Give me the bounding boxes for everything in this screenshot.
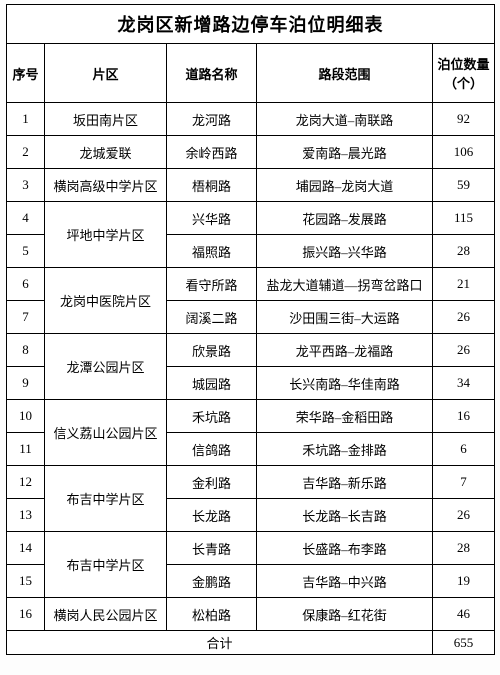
cell-seq: 2 — [7, 136, 45, 169]
cell-seq: 3 — [7, 169, 45, 202]
cell-count: 26 — [433, 499, 495, 532]
col-road: 道路名称 — [167, 44, 257, 103]
cell-count: 28 — [433, 532, 495, 565]
cell-seq: 6 — [7, 268, 45, 301]
cell-count: 7 — [433, 466, 495, 499]
cell-road: 长龙路 — [167, 499, 257, 532]
cell-count: 34 — [433, 367, 495, 400]
cell-range: 埔园路–龙岗大道 — [257, 169, 433, 202]
cell-area: 坪地中学片区 — [45, 202, 167, 268]
table-row: 16横岗人民公园片区松柏路保康路–红花街46 — [7, 598, 495, 631]
cell-range: 长兴南路–华佳南路 — [257, 367, 433, 400]
cell-range: 龙平西路–龙福路 — [257, 334, 433, 367]
cell-count: 92 — [433, 103, 495, 136]
table-row: 6龙岗中医院片区看守所路盐龙大道辅道—拐弯岔路口21 — [7, 268, 495, 301]
cell-seq: 9 — [7, 367, 45, 400]
cell-range: 龙岗大道–南联路 — [257, 103, 433, 136]
cell-area: 龙潭公园片区 — [45, 334, 167, 400]
cell-count: 6 — [433, 433, 495, 466]
cell-seq: 12 — [7, 466, 45, 499]
cell-seq: 10 — [7, 400, 45, 433]
cell-count: 16 — [433, 400, 495, 433]
cell-road: 禾坑路 — [167, 400, 257, 433]
cell-road: 看守所路 — [167, 268, 257, 301]
cell-seq: 4 — [7, 202, 45, 235]
col-seq: 序号 — [7, 44, 45, 103]
table-row: 10信义荔山公园片区禾坑路荣华路–金稻田路16 — [7, 400, 495, 433]
cell-range: 爱南路–晨光路 — [257, 136, 433, 169]
total-label: 合计 — [7, 631, 433, 655]
table-title: 龙岗区新增路边停车泊位明细表 — [7, 5, 495, 44]
cell-area: 横岗人民公园片区 — [45, 598, 167, 631]
total-row: 合计 655 — [7, 631, 495, 655]
cell-range: 吉华路–中兴路 — [257, 565, 433, 598]
col-area: 片区 — [45, 44, 167, 103]
table-row: 2龙城爱联余岭西路爱南路–晨光路106 — [7, 136, 495, 169]
table-row: 8龙潭公园片区欣景路龙平西路–龙福路26 — [7, 334, 495, 367]
cell-road: 松柏路 — [167, 598, 257, 631]
cell-count: 21 — [433, 268, 495, 301]
parking-table-sheet: 龙岗区新增路边停车泊位明细表 序号 片区 道路名称 路段范围 泊位数量（个） 1… — [0, 0, 500, 659]
cell-road: 信鸽路 — [167, 433, 257, 466]
cell-count: 46 — [433, 598, 495, 631]
cell-road: 梧桐路 — [167, 169, 257, 202]
table-row: 3横岗高级中学片区梧桐路埔园路–龙岗大道59 — [7, 169, 495, 202]
cell-count: 26 — [433, 301, 495, 334]
table-row: 12布吉中学片区金利路吉华路–新乐路7 — [7, 466, 495, 499]
cell-seq: 15 — [7, 565, 45, 598]
cell-seq: 7 — [7, 301, 45, 334]
cell-seq: 1 — [7, 103, 45, 136]
cell-range: 长盛路–布李路 — [257, 532, 433, 565]
cell-range: 荣华路–金稻田路 — [257, 400, 433, 433]
cell-area: 布吉中学片区 — [45, 466, 167, 532]
table-body: 1坂田南片区龙河路龙岗大道–南联路922龙城爱联余岭西路爱南路–晨光路1063横… — [7, 103, 495, 631]
cell-area: 龙岗中医院片区 — [45, 268, 167, 334]
title-row: 龙岗区新增路边停车泊位明细表 — [7, 5, 495, 44]
cell-count: 26 — [433, 334, 495, 367]
cell-count: 59 — [433, 169, 495, 202]
cell-road: 福照路 — [167, 235, 257, 268]
cell-seq: 11 — [7, 433, 45, 466]
cell-range: 沙田围三街–大运路 — [257, 301, 433, 334]
cell-seq: 16 — [7, 598, 45, 631]
cell-road: 金鹏路 — [167, 565, 257, 598]
cell-range: 吉华路–新乐路 — [257, 466, 433, 499]
cell-seq: 13 — [7, 499, 45, 532]
cell-count: 115 — [433, 202, 495, 235]
col-count: 泊位数量（个） — [433, 44, 495, 103]
cell-range: 保康路–红花街 — [257, 598, 433, 631]
total-value: 655 — [433, 631, 495, 655]
cell-road: 余岭西路 — [167, 136, 257, 169]
table-row: 4坪地中学片区兴华路花园路–发展路115 — [7, 202, 495, 235]
cell-road: 金利路 — [167, 466, 257, 499]
cell-road: 龙河路 — [167, 103, 257, 136]
cell-range: 花园路–发展路 — [257, 202, 433, 235]
cell-road: 城园路 — [167, 367, 257, 400]
cell-range: 振兴路–兴华路 — [257, 235, 433, 268]
cell-area: 布吉中学片区 — [45, 532, 167, 598]
table-row: 1坂田南片区龙河路龙岗大道–南联路92 — [7, 103, 495, 136]
cell-count: 106 — [433, 136, 495, 169]
cell-range: 盐龙大道辅道—拐弯岔路口 — [257, 268, 433, 301]
cell-area: 横岗高级中学片区 — [45, 169, 167, 202]
header-row: 序号 片区 道路名称 路段范围 泊位数量（个） — [7, 44, 495, 103]
cell-seq: 8 — [7, 334, 45, 367]
cell-road: 阔溪二路 — [167, 301, 257, 334]
parking-table: 龙岗区新增路边停车泊位明细表 序号 片区 道路名称 路段范围 泊位数量（个） 1… — [6, 4, 495, 655]
cell-area: 坂田南片区 — [45, 103, 167, 136]
table-row: 14布吉中学片区长青路长盛路–布李路28 — [7, 532, 495, 565]
cell-seq: 5 — [7, 235, 45, 268]
cell-seq: 14 — [7, 532, 45, 565]
cell-area: 龙城爱联 — [45, 136, 167, 169]
cell-range: 禾坑路–金排路 — [257, 433, 433, 466]
cell-range: 长龙路–长吉路 — [257, 499, 433, 532]
col-range: 路段范围 — [257, 44, 433, 103]
cell-road: 兴华路 — [167, 202, 257, 235]
cell-count: 28 — [433, 235, 495, 268]
cell-road: 长青路 — [167, 532, 257, 565]
cell-count: 19 — [433, 565, 495, 598]
cell-area: 信义荔山公园片区 — [45, 400, 167, 466]
cell-road: 欣景路 — [167, 334, 257, 367]
